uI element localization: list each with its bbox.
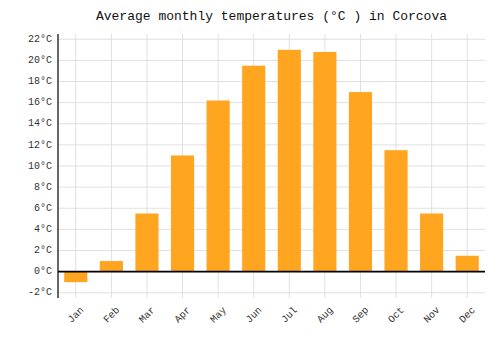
y-tick-label: 20°C bbox=[28, 55, 52, 66]
y-grid-line bbox=[58, 166, 485, 167]
x-tick-label: Oct bbox=[386, 305, 407, 326]
x-tick-label: Jan bbox=[66, 305, 87, 326]
bar bbox=[420, 214, 443, 272]
x-tick-label: Feb bbox=[102, 305, 123, 326]
chart-container: -2°C 0°C 2°C 4°C 6°C 8°C 10°C 12°C 14°C 16°C 18°C 2… bbox=[0, 0, 500, 350]
y-grid-line bbox=[58, 123, 485, 124]
y-tick-label: 22°C bbox=[28, 34, 52, 45]
y-grid-line bbox=[58, 292, 485, 293]
x-tick-label: Aug bbox=[315, 305, 336, 326]
y-tick-label: 2°C bbox=[34, 245, 52, 256]
zero-line bbox=[58, 271, 485, 273]
x-tick-label: Sep bbox=[351, 305, 372, 326]
y-tick-label: 8°C bbox=[34, 182, 52, 193]
bar bbox=[207, 101, 230, 272]
y-tick-label: 18°C bbox=[28, 76, 52, 87]
bar bbox=[64, 272, 87, 283]
y-grid-line bbox=[58, 271, 485, 272]
y-grid-line bbox=[58, 39, 485, 40]
grid bbox=[58, 34, 485, 298]
y-tick-labels: -2°C 0°C 2°C 4°C 6°C 8°C 10°C 12°C 14°C 16°C 18°C 2… bbox=[28, 34, 52, 298]
x-grid-line bbox=[75, 34, 76, 298]
x-tick-label: Dec bbox=[457, 305, 478, 326]
y-tick-label: 4°C bbox=[34, 224, 52, 235]
y-tick-label: 0°C bbox=[34, 266, 52, 277]
bar bbox=[100, 261, 123, 272]
bar bbox=[349, 92, 372, 272]
y-tick-label: 10°C bbox=[28, 161, 52, 172]
x-tick-label: Nov bbox=[422, 305, 443, 326]
x-grid-line bbox=[111, 34, 112, 298]
bars bbox=[64, 50, 479, 282]
bar bbox=[313, 52, 336, 272]
bar bbox=[135, 214, 158, 272]
y-axis-line bbox=[57, 34, 58, 298]
y-grid-line bbox=[58, 208, 485, 209]
y-tick-label: 16°C bbox=[28, 97, 52, 108]
y-tick-label: 14°C bbox=[28, 118, 52, 129]
chart: -2°C 0°C 2°C 4°C 6°C 8°C 10°C 12°C 14°C 16°C 18°C 2… bbox=[0, 0, 500, 350]
y-grid-line bbox=[58, 187, 485, 188]
bar bbox=[278, 50, 301, 272]
x-tick-label: May bbox=[208, 305, 229, 326]
y-grid-line bbox=[58, 102, 485, 103]
y-tick-label: 12°C bbox=[28, 140, 52, 151]
y-grid-line bbox=[58, 60, 485, 61]
y-tick-label: -2°C bbox=[28, 287, 52, 298]
x-tick-labels: Jan Feb Mar Apr May Jun Jul Aug Sep Oct Nov Dec bbox=[66, 305, 478, 326]
y-grid-line bbox=[58, 81, 485, 82]
x-tick-label: Jun bbox=[244, 305, 265, 326]
x-tick-label: Apr bbox=[173, 305, 194, 326]
x-tick-label: Mar bbox=[137, 305, 158, 326]
x-tick-label: Jul bbox=[279, 305, 300, 326]
y-grid-line bbox=[58, 144, 485, 145]
bar bbox=[384, 150, 407, 271]
bar bbox=[171, 155, 194, 271]
y-tick-label: 6°C bbox=[34, 203, 52, 214]
bar bbox=[242, 66, 265, 272]
bar bbox=[456, 256, 479, 272]
title: Average monthly temperatures (°C ) in Co… bbox=[96, 9, 447, 24]
